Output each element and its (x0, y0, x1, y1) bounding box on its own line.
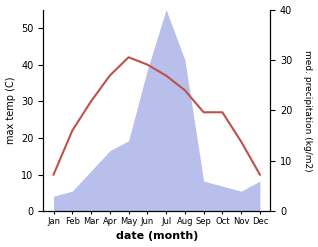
X-axis label: date (month): date (month) (115, 231, 198, 242)
Y-axis label: med. precipitation (kg/m2): med. precipitation (kg/m2) (303, 50, 313, 171)
Y-axis label: max temp (C): max temp (C) (5, 77, 16, 144)
